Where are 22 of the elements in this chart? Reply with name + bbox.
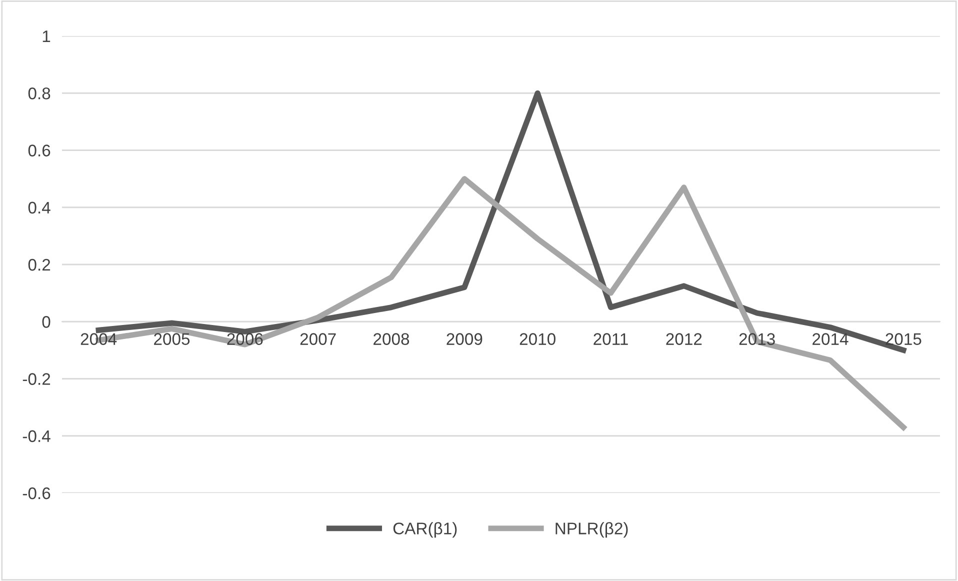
x-tick-label: 2014 (812, 333, 848, 345)
x-tick-label: 2008 (374, 333, 410, 345)
x-tick-label: 2009 (446, 333, 482, 345)
y-tick-label: 0.8 (28, 88, 50, 100)
x-tick-label: 2012 (666, 333, 702, 345)
x-tick-label: 2005 (154, 333, 190, 345)
y-tick-label: 0.6 (28, 144, 50, 156)
x-tick-label: 2011 (594, 333, 628, 345)
y-tick-label: -0.6 (22, 487, 50, 500)
x-tick-label: 2013 (739, 333, 775, 345)
legend-label: CAR(β1) (393, 522, 457, 538)
x-tick-label: 2010 (520, 333, 556, 345)
y-tick-label: 1 (42, 30, 50, 42)
x-tick-label: 2007 (300, 333, 336, 345)
y-tick-label: 0 (42, 316, 50, 328)
y-tick-label: 0.2 (28, 258, 50, 271)
x-tick-label: 2015 (886, 333, 922, 345)
y-tick-label: -0.2 (22, 373, 50, 385)
y-tick-label: -0.4 (22, 430, 50, 442)
x-tick-label: 2004 (80, 333, 117, 345)
y-tick-label: 0.4 (28, 202, 50, 214)
legend-label: NPLR(β2) (556, 522, 628, 538)
